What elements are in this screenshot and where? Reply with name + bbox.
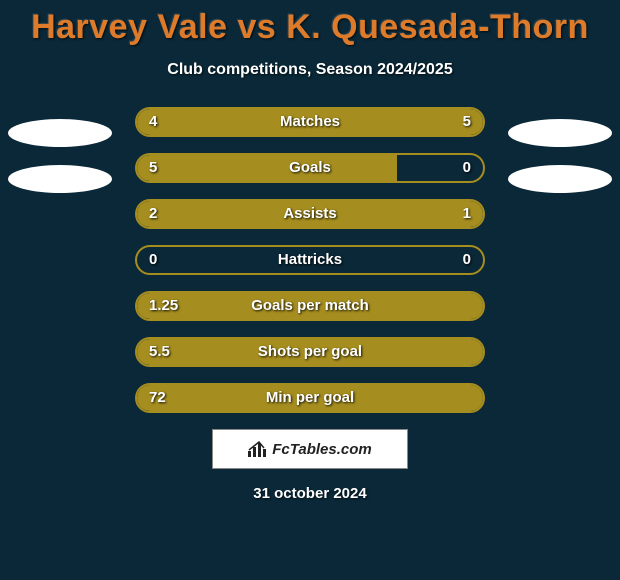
player1-avatar-placeholder-bottom (8, 165, 112, 193)
comparison-title: Harvey Vale vs K. Quesada-Thorn (0, 0, 620, 47)
stat-value-right: 1 (463, 201, 471, 227)
snapshot-date: 31 october 2024 (0, 485, 620, 502)
stat-label: Min per goal (137, 385, 483, 411)
stat-value-right: 0 (463, 155, 471, 181)
stat-label: Assists (137, 201, 483, 227)
stat-label: Matches (137, 109, 483, 135)
comparison-content: 4Matches55Goals02Assists10Hattricks01.25… (0, 107, 620, 413)
attribution-badge: FcTables.com (212, 429, 408, 469)
stat-row: 2Assists1 (135, 199, 485, 229)
stat-row: 4Matches5 (135, 107, 485, 137)
stat-row: 0Hattricks0 (135, 245, 485, 275)
stat-row: 5Goals0 (135, 153, 485, 183)
stat-bars: 4Matches55Goals02Assists10Hattricks01.25… (135, 107, 485, 413)
chart-icon (248, 441, 268, 457)
stat-label: Goals per match (137, 293, 483, 319)
stat-label: Shots per goal (137, 339, 483, 365)
attribution-text: FcTables.com (272, 441, 371, 458)
stat-row: 1.25Goals per match (135, 291, 485, 321)
stat-row: 72Min per goal (135, 383, 485, 413)
stat-value-right: 5 (463, 109, 471, 135)
player2-avatar-placeholder-bottom (508, 165, 612, 193)
player2-avatar-placeholder-top (508, 119, 612, 147)
stat-label: Hattricks (137, 247, 483, 273)
stat-label: Goals (137, 155, 483, 181)
comparison-subtitle: Club competitions, Season 2024/2025 (0, 61, 620, 79)
stat-row: 5.5Shots per goal (135, 337, 485, 367)
stat-value-right: 0 (463, 247, 471, 273)
player1-avatar-placeholder-top (8, 119, 112, 147)
